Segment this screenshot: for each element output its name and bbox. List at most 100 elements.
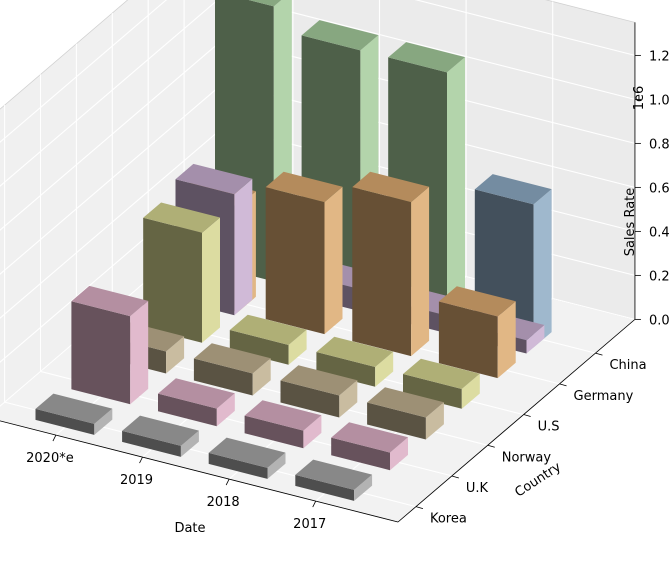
bar-face-front	[438, 301, 498, 379]
bar-face-side	[130, 300, 149, 405]
bar-Norway-2019	[193, 343, 271, 396]
x-tick	[312, 500, 317, 508]
bar-Germany-2018	[352, 171, 430, 357]
z-tick-label: 0.4	[649, 225, 670, 240]
x-tick-label: 2017	[293, 517, 326, 532]
bar-face-front	[295, 474, 355, 501]
bar-Germany-2017	[438, 286, 516, 379]
bar-face-top	[208, 437, 286, 468]
bar-face-top	[122, 415, 199, 446]
bar-face-top	[71, 285, 149, 317]
bar-face-front	[244, 415, 304, 449]
bar-face-side	[354, 474, 373, 501]
bar-U.K-2017	[331, 422, 408, 471]
bar-face-front	[280, 380, 340, 418]
bar-face-top	[474, 174, 552, 205]
z-tick-label: 0.6	[649, 181, 670, 196]
bar-face-side	[202, 217, 220, 343]
bar-face-front	[367, 402, 426, 440]
bar-face-side	[339, 380, 358, 418]
y-tick	[415, 506, 424, 510]
bar-face-side	[252, 358, 271, 396]
bar-face-top	[158, 378, 235, 409]
bar-face-side	[390, 437, 408, 471]
bar-face-side	[461, 373, 480, 409]
bar-face-front	[143, 217, 202, 343]
bar-face-front	[122, 430, 181, 457]
bar-face-top	[331, 422, 408, 453]
bar-face-front	[403, 374, 462, 409]
y-tick-label: Germany	[574, 389, 634, 404]
y-tick	[595, 352, 603, 356]
bar-face-top	[295, 459, 373, 490]
bar-Norway-2017	[367, 387, 444, 440]
bar-face-top	[229, 314, 307, 345]
y-tick-label: China	[609, 358, 646, 373]
z-tick-label: 0.2	[649, 269, 670, 284]
bar-face-front	[193, 358, 253, 396]
bar-face-side	[180, 430, 199, 457]
bar-face-top	[301, 20, 379, 51]
bar-face-top	[403, 358, 480, 389]
x-tick	[139, 456, 143, 464]
bar-face-side	[267, 452, 286, 479]
z-tick-label: 0.0	[649, 313, 670, 328]
bar-face-side	[411, 186, 430, 357]
y-tick	[487, 444, 495, 448]
x-tick-label: 2020*e	[26, 451, 74, 466]
bar-face-top	[316, 336, 394, 367]
bar-U.S-2019	[229, 314, 307, 365]
bar-face-front	[208, 452, 268, 479]
bar-face-front	[158, 393, 217, 427]
bar-face-front	[71, 301, 131, 405]
bar-Korea-2018	[208, 437, 286, 479]
grid-line-z	[0, 0, 636, 187]
z-axis-multiplier: 1e6	[632, 86, 647, 111]
bar-face-top	[143, 202, 220, 233]
bar-face-side	[447, 57, 465, 326]
bar-face-front	[352, 187, 412, 357]
y-tick	[523, 414, 531, 417]
bar-face-top	[244, 400, 322, 431]
y-tick-label: Korea	[430, 512, 467, 527]
bar-face-side	[216, 393, 235, 427]
y-tick-label: U.K	[466, 481, 489, 496]
bar-face-top	[367, 387, 444, 418]
bar-face-side	[288, 329, 307, 365]
grid-line-z	[0, 0, 636, 143]
bar-U.S-2020*e	[143, 202, 220, 343]
x-axis-label: Date	[174, 521, 205, 536]
x-axis-line	[0, 420, 399, 523]
bar-face-top	[193, 343, 271, 374]
x-tick	[225, 478, 230, 486]
bar-face-top	[248, 0, 282, 7]
bar-face-side	[324, 186, 343, 335]
bar-U.S-2018	[316, 336, 394, 387]
bar-face-side	[533, 189, 552, 348]
bar-face-front	[229, 330, 289, 365]
bar-face-side	[425, 402, 444, 440]
y-tick-label: Norway	[502, 450, 552, 465]
chart-bars	[35, 0, 552, 501]
bar-face-side	[526, 325, 545, 354]
z-tick-label: 1.2	[649, 49, 670, 64]
chart-axes: 2020*e 2019 2018 2017 Korea U.K Norway U.S Germa…	[0, 22, 670, 532]
bar-U.K-2020*e	[71, 285, 149, 405]
bar-face-top	[438, 286, 516, 317]
bar-Norway-2018	[280, 365, 358, 418]
bar-face-front	[331, 437, 390, 471]
y-tick-label: U.S	[538, 420, 560, 435]
bar-face-top	[175, 163, 253, 195]
y-axis-label: Country	[512, 460, 564, 501]
bar-Korea-2019	[122, 415, 199, 457]
y-tick	[451, 475, 459, 479]
bar-face-side	[94, 408, 113, 435]
bar-U.S-2017	[403, 358, 480, 409]
bar-Korea-2020*e	[35, 393, 113, 435]
bar-face-side	[303, 415, 322, 449]
bar-U.K-2018	[244, 400, 322, 449]
z-axis-label: Sales Rate	[623, 188, 638, 257]
bar-face-front	[265, 187, 325, 335]
bar-face-top	[352, 171, 430, 203]
